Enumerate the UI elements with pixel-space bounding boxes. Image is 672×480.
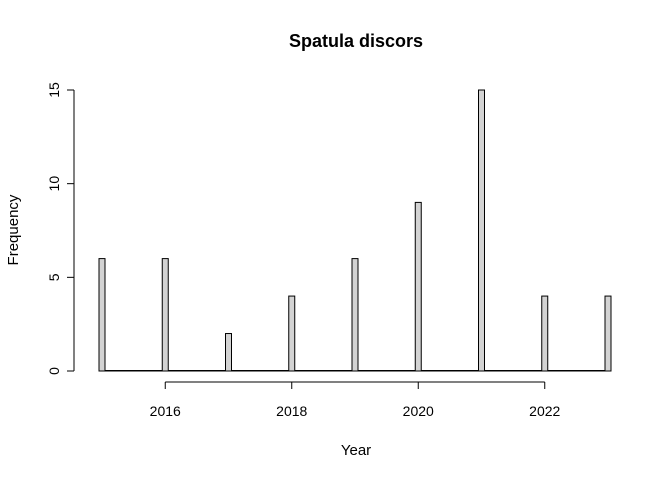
x-tick-label: 2016 (150, 403, 181, 419)
bar-2020 (414, 201, 422, 372)
y-tick-label: 10 (46, 176, 62, 192)
y-tick-label: 0 (46, 367, 62, 375)
bar-2016 (161, 258, 169, 372)
baseline-segment (104, 370, 163, 372)
x-tick-label: 2022 (529, 403, 560, 419)
x-axis-label: Year (341, 442, 371, 459)
baseline-segment (357, 370, 416, 372)
y-tick-label: 5 (46, 273, 62, 281)
bar-2015 (98, 258, 106, 372)
x-axis: 2016 2018 2020 2022 (150, 381, 561, 419)
bar-2019 (351, 258, 359, 372)
bars-layer (98, 89, 612, 372)
y-tick-label: 15 (46, 82, 62, 98)
baseline-segment (547, 370, 606, 372)
baseline-segment (231, 370, 290, 372)
bar-2017 (225, 333, 232, 372)
x-tick-label: 2020 (403, 403, 434, 419)
chart-title: Spatula discors (289, 31, 423, 51)
y-axis: 0 5 10 15 (46, 82, 75, 375)
bar-2018 (288, 295, 296, 372)
x-tick-label: 2018 (276, 403, 307, 419)
bar-2021 (478, 89, 485, 372)
y-axis-label: Frequency (5, 194, 22, 265)
bar-2023 (604, 295, 612, 372)
baseline-segment (294, 370, 353, 372)
bar-2022 (541, 295, 549, 372)
baseline-segment (484, 370, 543, 372)
baseline-segment (167, 370, 226, 372)
baseline-segment (420, 370, 479, 372)
